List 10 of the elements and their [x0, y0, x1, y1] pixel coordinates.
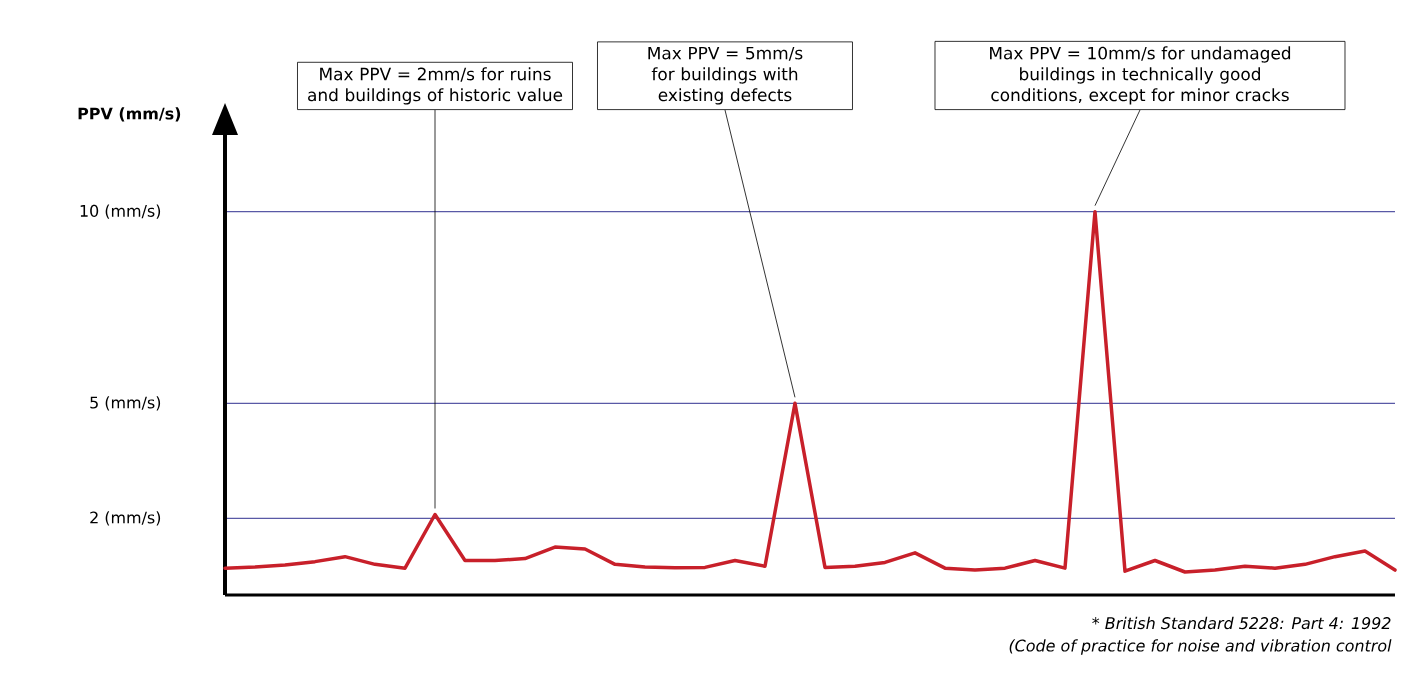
y-tick-label: 10 (mm/s)	[80, 204, 161, 219]
y-axis-title: PPV (mm/s)	[78, 107, 181, 122]
y-tick-label: 2 (mm/s)	[90, 511, 161, 526]
text: Max PPV = 10mm/s for undamaged buildings in technically good conditions, except for minor cracks	[990, 46, 1291, 105]
text: * British Standard 5228: Part 4: 1992	[1092, 616, 1391, 630]
text: Max PPV = 2mm/s for ruins and buildings of historic value	[308, 67, 563, 105]
text: Max PPV = 5mm/s for buildings with existing defects	[648, 46, 803, 105]
y-tick-label: 5 (mm/s)	[90, 396, 161, 411]
text: (Code of practice for noise and vibration control	[1009, 639, 1392, 655]
line-series	[223, 209, 1397, 574]
